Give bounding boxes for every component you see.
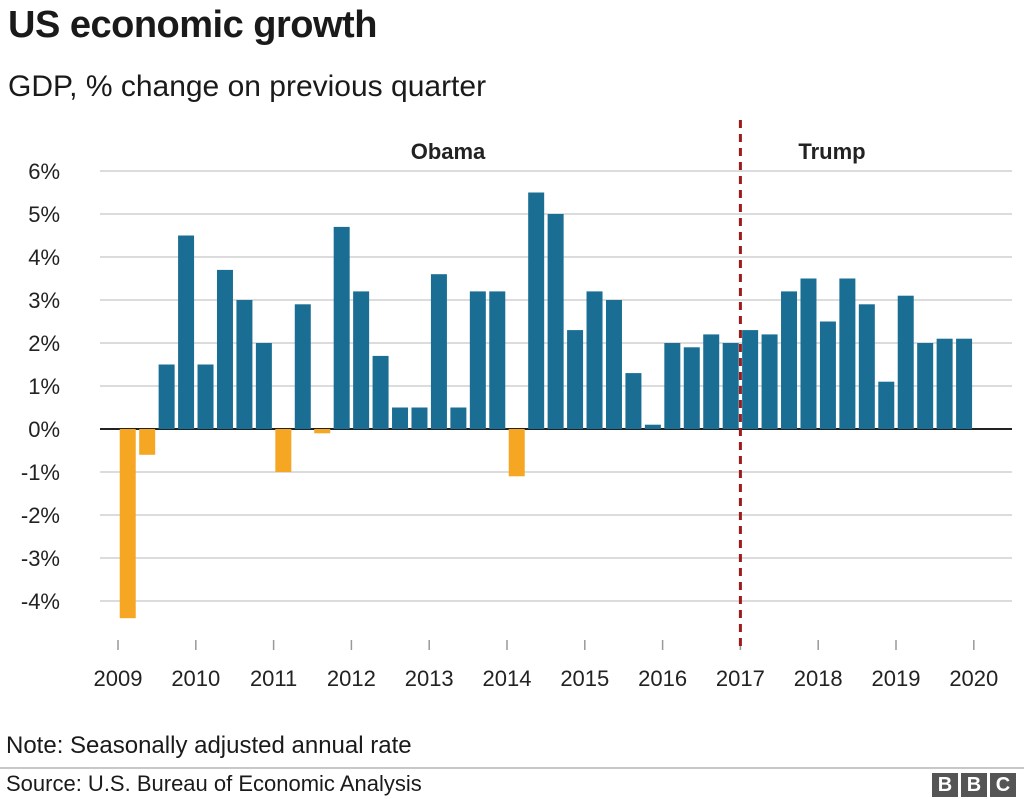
bbc-logo-letter: B bbox=[932, 773, 958, 797]
y-tick-label: -1% bbox=[21, 460, 60, 485]
bar bbox=[644, 424, 661, 429]
bar bbox=[625, 373, 642, 429]
bar bbox=[547, 214, 564, 429]
x-tick-label: 2014 bbox=[483, 666, 532, 691]
bar bbox=[178, 235, 195, 429]
annotation-trump: Trump bbox=[798, 139, 865, 164]
y-tick-label: 1% bbox=[28, 374, 60, 399]
bar bbox=[839, 278, 856, 429]
y-tick-label: 2% bbox=[28, 331, 60, 356]
bar bbox=[236, 300, 253, 429]
bar bbox=[119, 429, 136, 619]
x-tick-label: 2010 bbox=[171, 666, 220, 691]
bbc-logo-letter: B bbox=[961, 773, 987, 797]
bar bbox=[450, 407, 467, 429]
x-tick-label: 2017 bbox=[716, 666, 765, 691]
x-tick-label: 2011 bbox=[250, 666, 297, 691]
bar bbox=[430, 274, 447, 429]
footer-divider bbox=[0, 767, 1024, 769]
bar bbox=[917, 343, 934, 429]
bar bbox=[255, 343, 272, 429]
bar bbox=[761, 334, 778, 429]
bar bbox=[158, 364, 175, 429]
bar bbox=[605, 300, 622, 429]
y-tick-label: 0% bbox=[28, 417, 60, 442]
bar bbox=[314, 429, 331, 434]
annotation-obama: Obama bbox=[411, 139, 486, 164]
x-tick-label: 2013 bbox=[405, 666, 454, 691]
bar bbox=[664, 343, 681, 429]
bar bbox=[742, 330, 759, 429]
bar bbox=[722, 343, 739, 429]
chart-note: Note: Seasonally adjusted annual rate bbox=[6, 732, 412, 759]
bar bbox=[333, 226, 350, 429]
bbc-logo-letter: C bbox=[990, 773, 1016, 797]
bar bbox=[858, 304, 875, 429]
x-tick-label: 2019 bbox=[872, 666, 921, 691]
y-tick-label: 5% bbox=[28, 202, 60, 227]
bar bbox=[683, 347, 700, 429]
bar bbox=[353, 291, 370, 429]
chart-subtitle: GDP, % change on previous quarter bbox=[8, 70, 487, 103]
bar bbox=[411, 407, 428, 429]
x-tick-label: 2015 bbox=[560, 666, 609, 691]
x-tick-label: 2020 bbox=[949, 666, 998, 691]
y-tick-label: -2% bbox=[21, 503, 60, 528]
bar bbox=[586, 291, 603, 429]
x-tick-label: 2016 bbox=[638, 666, 687, 691]
bar bbox=[197, 364, 214, 429]
bar bbox=[956, 338, 973, 429]
bbc-logo: B B C bbox=[932, 773, 1016, 797]
y-tick-label: 4% bbox=[28, 245, 60, 270]
bar bbox=[392, 407, 409, 429]
bar bbox=[372, 355, 389, 429]
gdp-bar-chart: 6% 5% 4% 3% 2% 1% 0% -1% -2% -3% -4% 2009 2010 2011 20… bbox=[21, 120, 1012, 691]
y-tick-label: -3% bbox=[21, 546, 60, 571]
bar bbox=[936, 338, 953, 429]
bar bbox=[489, 291, 506, 429]
chart-title: US economic growth bbox=[8, 4, 377, 46]
bar bbox=[819, 321, 836, 429]
bar bbox=[275, 429, 292, 472]
bar bbox=[800, 278, 817, 429]
bar bbox=[469, 291, 486, 429]
x-tick-label: 2018 bbox=[794, 666, 843, 691]
y-tick-label: -4% bbox=[21, 589, 60, 614]
chart-source: Source: U.S. Bureau of Economic Analysis bbox=[6, 771, 422, 796]
x-tick-label: 2009 bbox=[94, 666, 143, 691]
bar bbox=[878, 381, 895, 429]
bar bbox=[139, 429, 156, 455]
bar bbox=[567, 330, 584, 429]
bar bbox=[216, 269, 233, 429]
bar bbox=[528, 192, 545, 429]
bar bbox=[703, 334, 720, 429]
bar bbox=[508, 429, 525, 477]
bar bbox=[294, 304, 311, 429]
bar bbox=[781, 291, 798, 429]
bar bbox=[897, 295, 914, 429]
y-tick-label: 6% bbox=[28, 159, 60, 184]
y-tick-label: 3% bbox=[28, 288, 60, 313]
x-tick-label: 2012 bbox=[327, 666, 376, 691]
